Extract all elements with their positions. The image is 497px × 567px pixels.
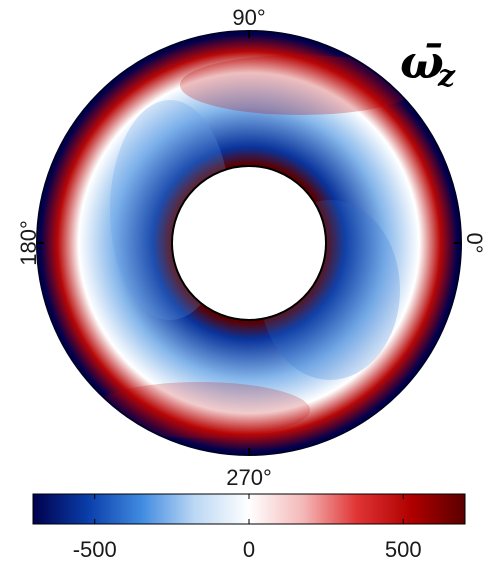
angle-label-90: 90°: [232, 5, 265, 30]
annulus-field: [36, 30, 462, 456]
angle-label-270: 270°: [226, 465, 272, 490]
colorbar-tick-label: 0: [243, 537, 255, 562]
colorbar-tick-label: 500: [385, 537, 422, 562]
title-subscript: z: [437, 59, 456, 94]
title-omega: ω̄: [400, 35, 444, 89]
annulus-asymmetry: [90, 55, 420, 438]
angle-label-180: 180°: [16, 220, 41, 266]
inner-wall: [171, 165, 327, 321]
angle-label-0: 0°: [462, 232, 487, 253]
annulus-ring: [37, 31, 461, 455]
colorbar: -500 0 500: [32, 493, 466, 562]
colorbar-ticks: -500 0 500: [73, 494, 422, 562]
angle-ticks: [37, 31, 461, 455]
colorbar-tick-label: -500: [73, 537, 117, 562]
chart-title: ω̄ z: [400, 35, 456, 94]
